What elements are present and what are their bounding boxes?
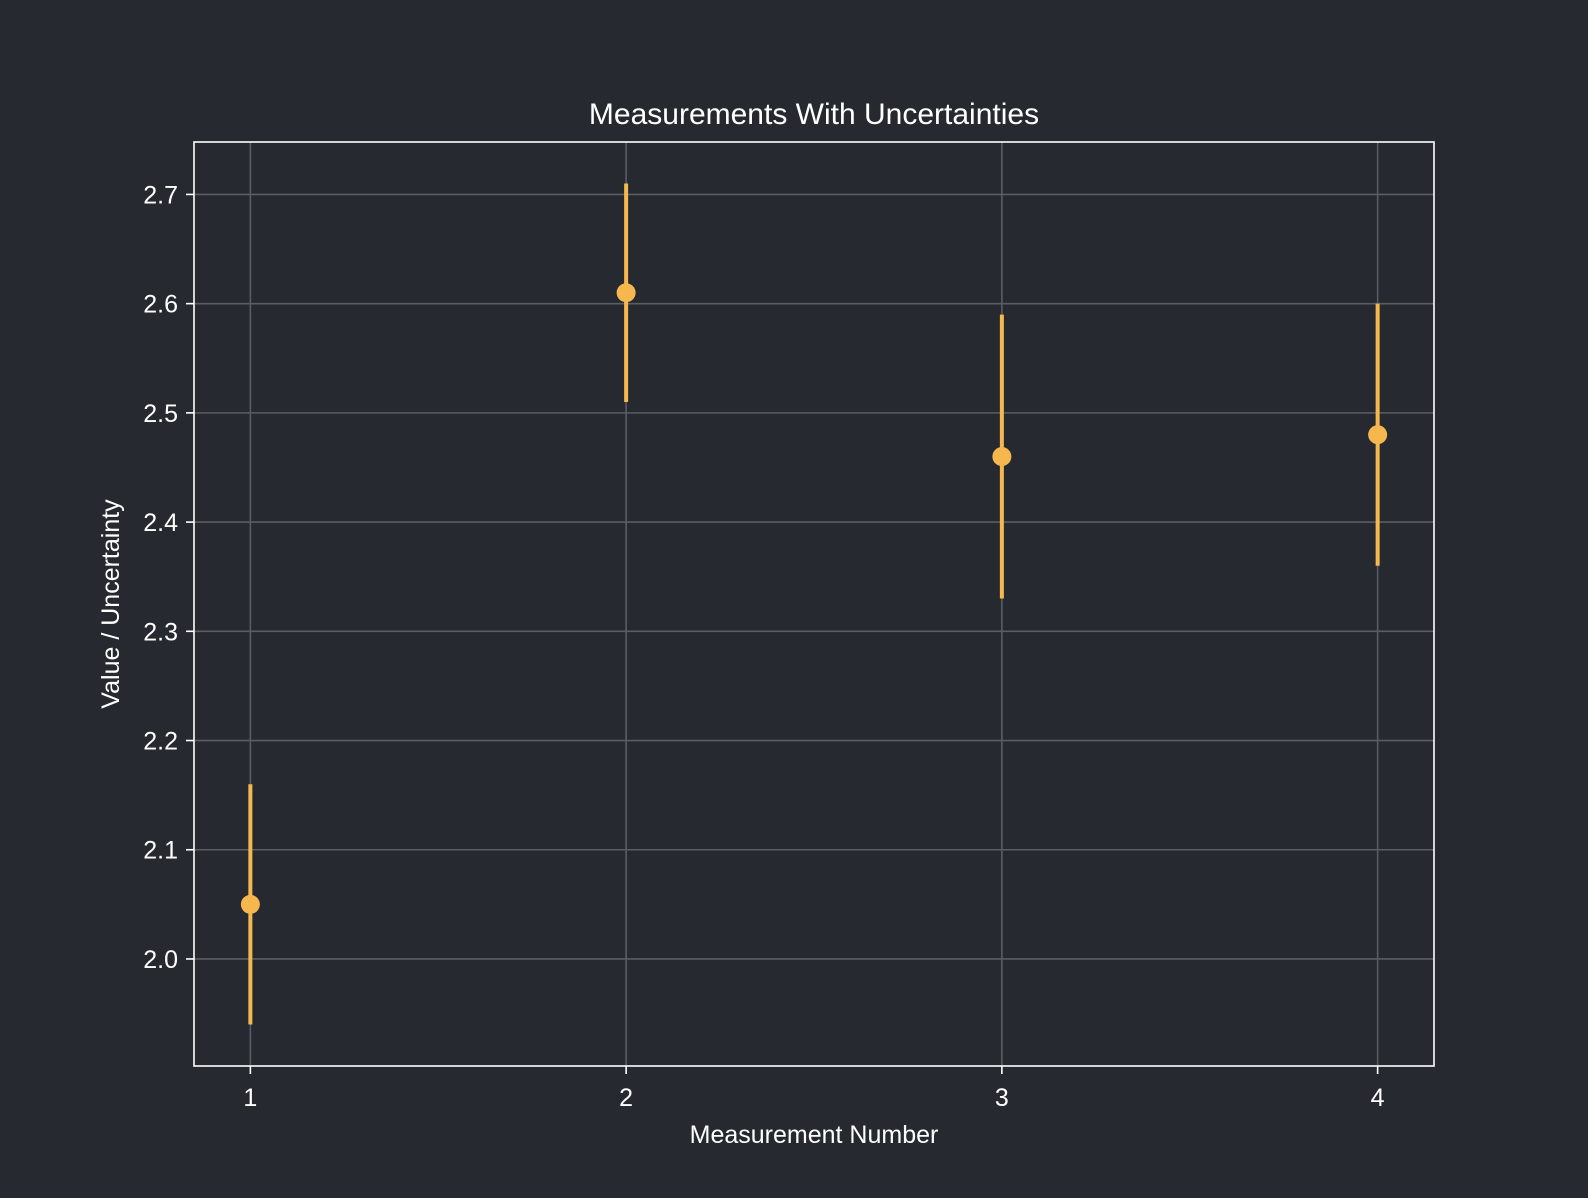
x-tick-label: 4 bbox=[1371, 1084, 1385, 1112]
x-tick-label: 3 bbox=[995, 1084, 1009, 1112]
y-tick-label: 2.2 bbox=[143, 728, 178, 756]
chart-title: Measurements With Uncertainties bbox=[589, 98, 1039, 131]
x-tick-label: 2 bbox=[619, 1084, 633, 1112]
x-axis-label: Measurement Number bbox=[690, 1121, 939, 1149]
y-tick-label: 2.1 bbox=[143, 837, 178, 865]
data-point bbox=[1368, 425, 1388, 445]
data-series bbox=[240, 183, 1388, 1025]
data-point bbox=[992, 447, 1012, 467]
y-tick-label: 2.0 bbox=[143, 946, 178, 974]
axis-ticks: 1 2 3 4 2.0 2.1 2.2 2.3 2.4 2.5 2.6 2.7 bbox=[143, 181, 1384, 1112]
grid bbox=[194, 142, 1434, 1066]
data-point bbox=[240, 894, 260, 914]
y-tick-label: 2.4 bbox=[143, 509, 178, 537]
y-tick-label: 2.6 bbox=[143, 291, 178, 319]
y-tick-label: 2.5 bbox=[143, 400, 178, 428]
data-point bbox=[616, 283, 636, 303]
y-axis-label: Value / Uncertainty bbox=[97, 499, 125, 709]
y-tick-label: 2.7 bbox=[143, 181, 178, 209]
x-tick-label: 1 bbox=[243, 1084, 257, 1112]
y-tick-label: 2.3 bbox=[143, 618, 178, 646]
plot-frame bbox=[193, 141, 1435, 1067]
